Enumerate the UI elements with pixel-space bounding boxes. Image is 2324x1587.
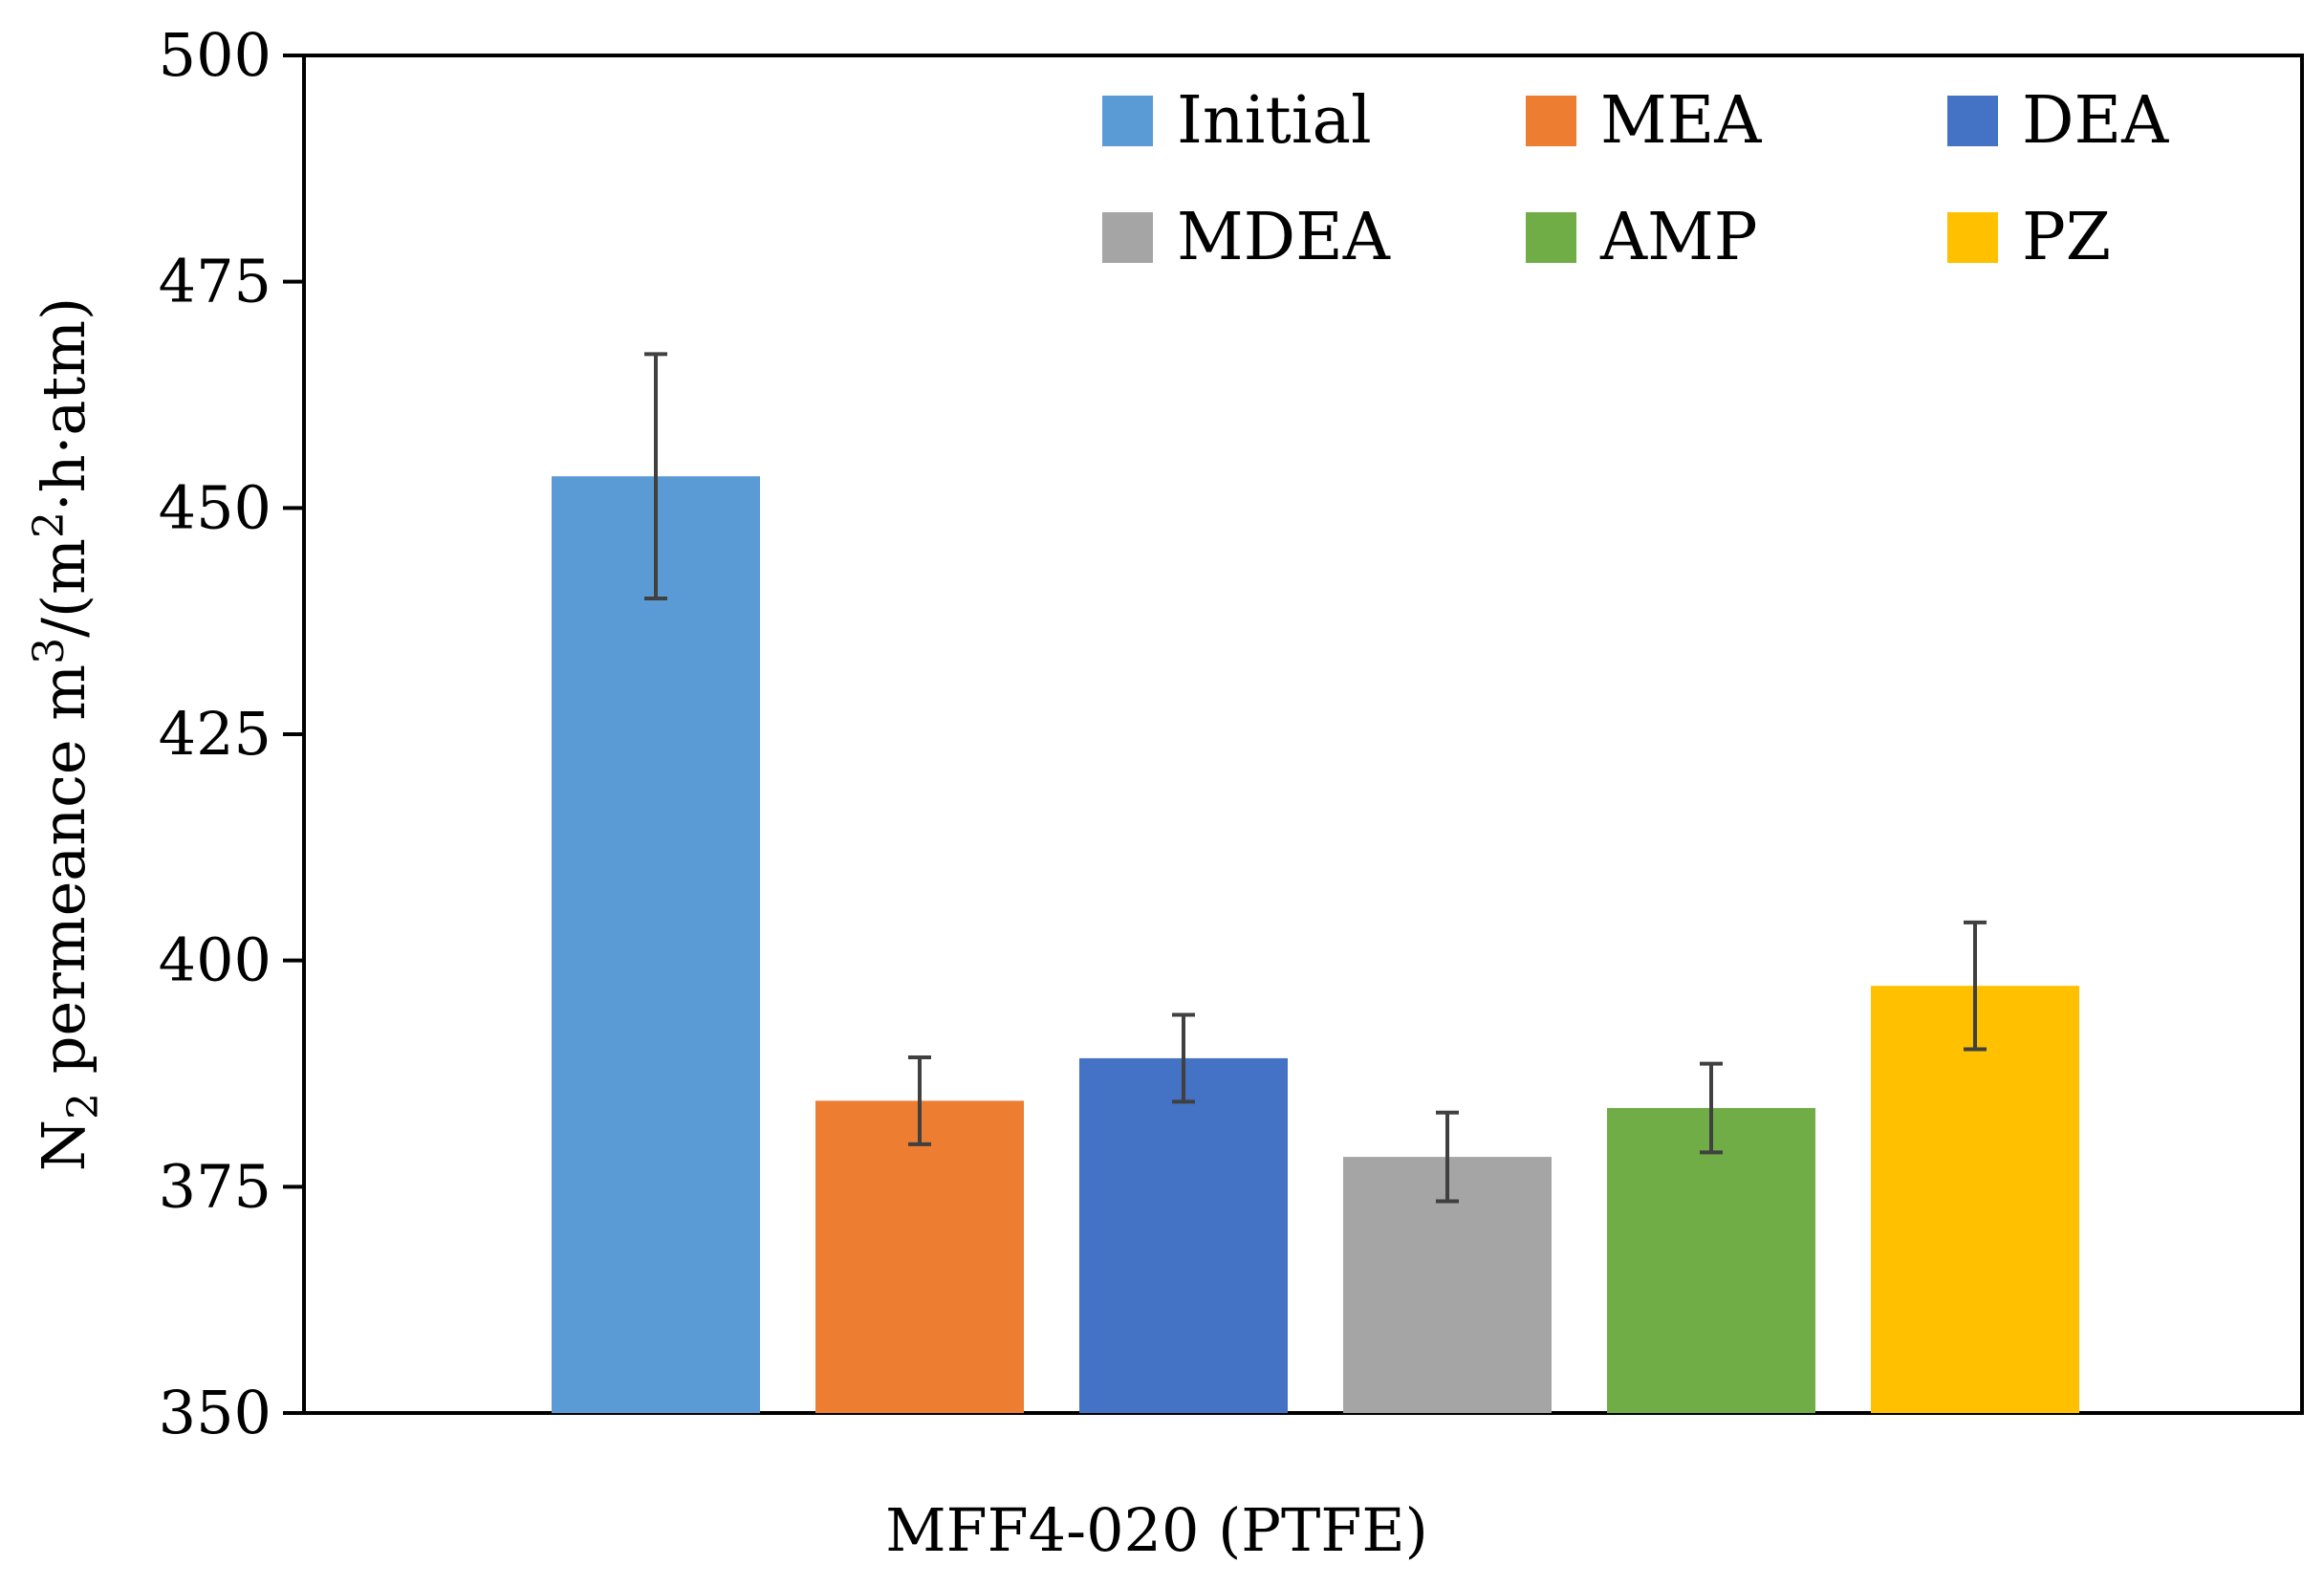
bar-mea — [815, 1100, 1024, 1413]
legend-item-initial: Initial — [1102, 83, 1372, 159]
legend-swatch — [1102, 96, 1153, 146]
legend-label: DEA — [2022, 83, 2169, 159]
legend-swatch — [1526, 96, 1576, 146]
error-bar-mdea — [1436, 1110, 1459, 1204]
legend-item-mdea: MDEA — [1102, 200, 1391, 275]
y-tick-label: 375 — [159, 1151, 271, 1221]
y-axis-title-middle: permeance m — [29, 664, 98, 1093]
y-axis-title-prefix: N — [29, 1120, 98, 1171]
y-tick-labels: 350 375 400 425 450 475 500 — [159, 20, 271, 1447]
y-axis-title-suffix-start: /(m — [29, 538, 98, 638]
x-axis-title: MFF4-020 (PTFE) — [885, 1495, 1428, 1565]
y-tick-label: 350 — [159, 1378, 271, 1447]
y-tick-label: 400 — [159, 925, 271, 995]
error-bar-mea — [908, 1054, 931, 1146]
legend-label: MDEA — [1177, 200, 1391, 275]
bar-dea — [1079, 1057, 1288, 1413]
y-axis-title-superscript-2: 2 — [25, 511, 74, 538]
y-tick-label: 450 — [159, 472, 271, 542]
y-axis-title: N2 permeance m3/(m2·h·atm) — [25, 297, 108, 1171]
error-bars — [644, 352, 1987, 1204]
error-bar-initial — [644, 352, 667, 600]
y-tick-label: 475 — [159, 247, 271, 316]
legend-swatch — [1102, 212, 1153, 263]
y-tick-label: 425 — [159, 699, 271, 769]
legend-label: AMP — [1599, 200, 1758, 275]
bar-pz — [1871, 986, 2079, 1413]
legend-swatch — [1526, 212, 1576, 263]
bar-amp — [1607, 1107, 1815, 1413]
bar-initial — [552, 476, 760, 1413]
error-bar-amp — [1700, 1061, 1723, 1155]
legend: Initial MEA DEA MDEA AMP PZ — [1102, 83, 2169, 275]
y-axis-title-suffix-end: ·h·atm) — [29, 297, 98, 511]
legend-label: PZ — [2022, 200, 2111, 275]
legend-swatch — [1947, 96, 1998, 146]
y-tick-marks — [283, 54, 304, 1415]
legend-label: Initial — [1177, 83, 1372, 159]
y-tick-label: 500 — [159, 20, 271, 90]
legend-label: MEA — [1600, 83, 1762, 159]
y-axis-title-superscript-1: 3 — [25, 638, 74, 664]
legend-item-dea: DEA — [1947, 83, 2169, 159]
y-axis-title-subscript: 2 — [59, 1093, 108, 1120]
legend-item-mea: MEA — [1526, 83, 1762, 159]
legend-item-amp: AMP — [1526, 200, 1758, 275]
error-bar-pz — [1964, 920, 1987, 1052]
error-bar-dea — [1172, 1012, 1195, 1104]
legend-swatch — [1947, 212, 1998, 263]
bars — [552, 476, 2079, 1413]
legend-item-pz: PZ — [1947, 200, 2111, 275]
